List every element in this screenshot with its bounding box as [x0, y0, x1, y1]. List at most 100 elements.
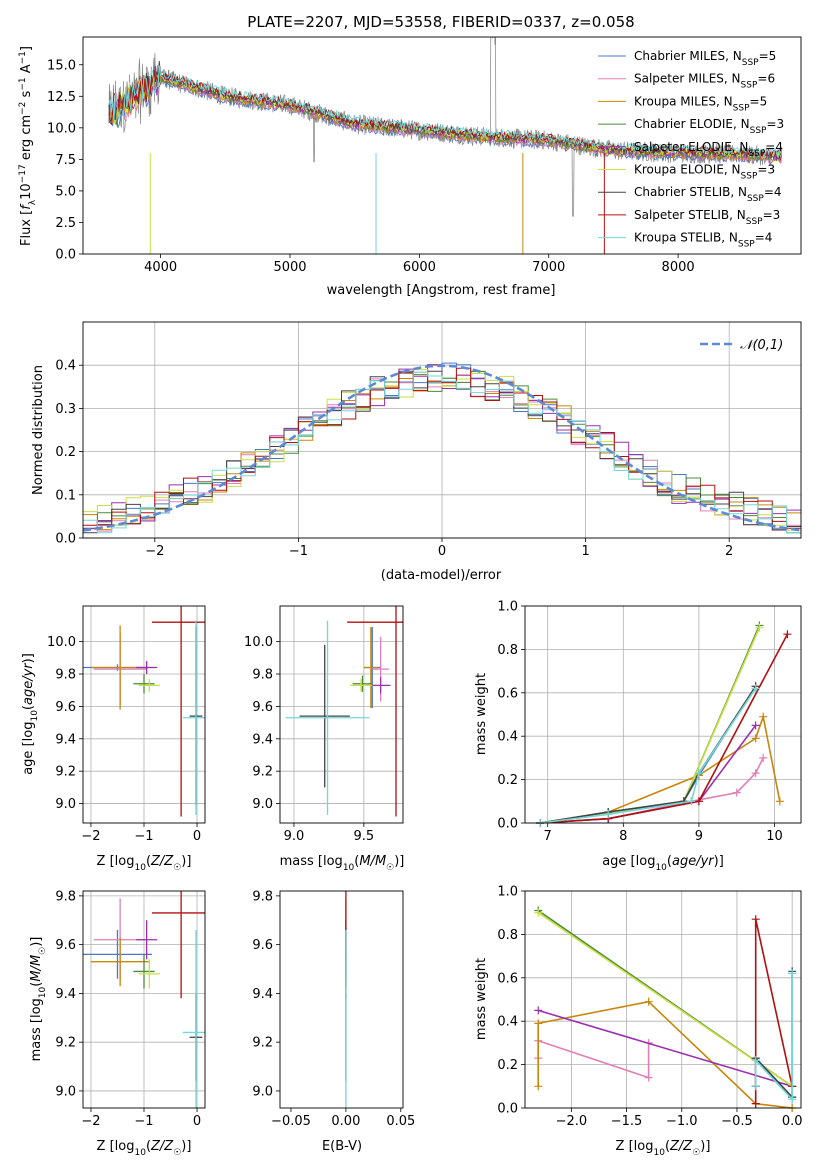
x-axis-label: Z [log10(Z/Z☉)]	[97, 1139, 192, 1158]
y-tick-label: 9.2	[252, 1036, 273, 1051]
x-tick-label: −1	[134, 829, 153, 844]
weight-line	[540, 633, 789, 824]
weight-line	[539, 713, 781, 824]
x-tick-label: −2.0	[556, 1114, 588, 1129]
axes-frame	[82, 321, 802, 539]
x-tick-label: 9.5	[354, 829, 375, 844]
errorbar-point	[136, 661, 158, 675]
errorbar-point	[285, 620, 370, 815]
axes-age-vs-Z	[79, 606, 205, 827]
axes-spectrum	[79, 64, 679, 258]
y-tick-label: 0.4	[55, 359, 76, 374]
weight-line	[539, 625, 761, 824]
weight-marker	[644, 1073, 653, 1082]
x-tick-label: −2	[81, 1114, 100, 1129]
errorbar-point	[136, 920, 158, 960]
errorbar-point	[151, 891, 205, 999]
weight-line	[537, 912, 793, 1087]
y-tick-label: 7.5	[55, 153, 76, 168]
weight-line	[754, 919, 793, 1104]
x-axis-label: wavelength [Angstrom, rest frame]	[327, 283, 556, 298]
y-tick-label: 0.2	[55, 445, 76, 460]
axes-frame	[82, 605, 206, 824]
axes-mass-vs-EBV	[276, 895, 402, 1112]
y-tick-label: 9.6	[252, 938, 273, 953]
weight-line	[537, 1000, 793, 1109]
y-tick-label: 10.0	[244, 635, 273, 650]
errorbar-point	[299, 644, 350, 788]
weight-marker	[775, 797, 784, 806]
legend-label: Salpeter MILES, NSSP=6	[634, 72, 775, 91]
weight-marker	[788, 969, 797, 978]
legend-label: Salpeter ELODIE, NSSP=4	[634, 140, 783, 159]
x-tick-label: −1.5	[611, 1114, 643, 1129]
errorbar-point	[370, 677, 391, 694]
errorbar-point	[347, 606, 403, 817]
y-tick-label: 0.6	[497, 686, 518, 701]
y-tick-label: 9.4	[55, 732, 76, 747]
y-tick-label: 10.0	[47, 121, 76, 136]
y-tick-label: 9.6	[55, 700, 76, 715]
y-tick-label: 1.0	[497, 885, 518, 900]
axes-frame	[279, 605, 404, 824]
y-axis-label: age [log10(age/yr)]	[21, 653, 40, 775]
legend-label: Chabrier STELIB, NSSP=4	[634, 185, 782, 204]
axes-residuals	[79, 322, 801, 542]
weight-marker	[534, 908, 543, 917]
axes-frame	[524, 605, 802, 824]
x-tick-label: 6000	[403, 260, 436, 275]
legend-spectrum	[598, 55, 626, 239]
errorbar-point	[90, 937, 150, 987]
chart-title: PLATE=2207, MJD=53558, FIBERID=0337, z=0…	[247, 13, 634, 31]
y-tick-label: 0.8	[497, 643, 518, 658]
weight-line	[537, 1009, 793, 1088]
legend-label: Chabrier MILES, NSSP=5	[634, 49, 776, 68]
weight-marker	[732, 788, 741, 797]
weight-marker	[534, 1006, 543, 1015]
legend-label: 𝒩(0,1)	[740, 338, 783, 353]
weight-marker	[604, 810, 613, 819]
x-tick-label: 8000	[662, 260, 695, 275]
weight-line	[754, 971, 793, 1100]
errorbar-point	[363, 627, 378, 709]
axes-frame	[279, 890, 404, 1109]
errorbar-point	[349, 678, 373, 692]
x-tick-label: −1	[289, 544, 308, 559]
x-tick-label: 9	[695, 829, 703, 844]
x-tick-label: 0	[193, 829, 201, 844]
histogram-step	[83, 369, 801, 531]
y-tick-label: 0.0	[55, 532, 76, 547]
weight-marker	[694, 797, 703, 806]
axes-frame	[82, 36, 802, 255]
x-tick-label: −2	[81, 829, 100, 844]
legend-label: Salpeter STELIB, NSSP=3	[634, 208, 780, 227]
y-tick-label: 9.8	[55, 668, 76, 683]
x-tick-label: 1	[581, 544, 589, 559]
weight-marker	[751, 1082, 760, 1091]
x-tick-label: −1.0	[666, 1114, 698, 1129]
errorbar-point	[138, 678, 160, 692]
y-tick-label: 9.4	[55, 987, 76, 1002]
y-tick-label: 9.0	[55, 797, 76, 812]
normal-curve	[82, 364, 802, 532]
axes-frame	[524, 890, 802, 1109]
y-tick-label: 10.0	[47, 635, 76, 650]
y-tick-label: 9.0	[55, 1084, 76, 1099]
x-tick-label: 7	[544, 829, 552, 844]
x-tick-label: −0.5	[721, 1114, 753, 1129]
weight-line	[539, 627, 761, 824]
x-tick-label: 9.0	[284, 829, 305, 844]
y-tick-label: 9.4	[252, 732, 273, 747]
y-axis-label: mass weight	[474, 958, 489, 1040]
legend-label: Chabrier ELODIE, NSSP=3	[634, 117, 784, 136]
x-axis-label: Z [log10(Z/Z☉)]	[616, 1139, 711, 1158]
y-tick-label: 0.1	[55, 488, 76, 503]
legend-label: Kroupa MILES, NSSP=5	[634, 94, 767, 113]
x-tick-label: 0.05	[386, 1114, 415, 1129]
weight-marker	[687, 797, 696, 806]
x-tick-label: 0	[193, 1114, 201, 1129]
x-tick-label: 0	[438, 544, 446, 559]
y-tick-label: 5.0	[55, 184, 76, 199]
weight-marker	[751, 915, 760, 924]
